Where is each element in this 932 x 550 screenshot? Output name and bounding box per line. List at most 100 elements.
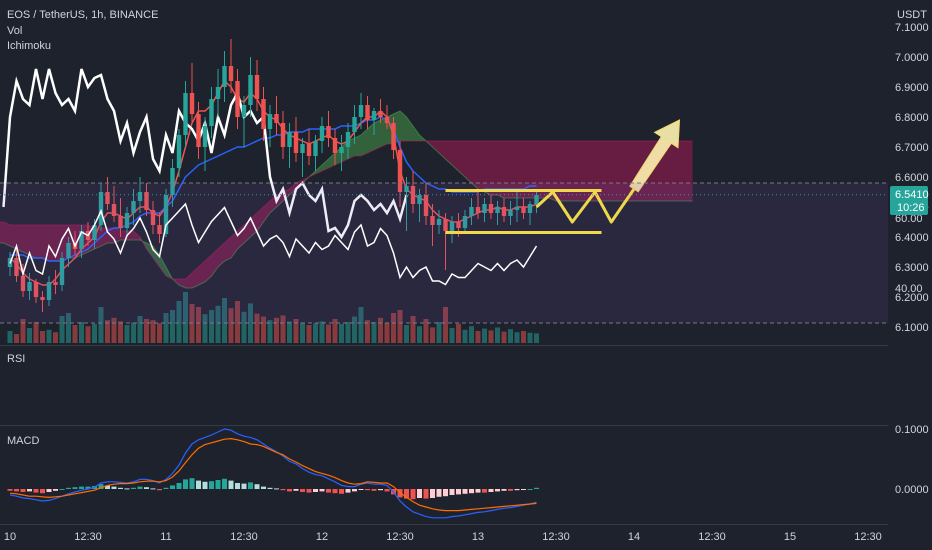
candle	[176, 129, 182, 177]
candle	[287, 123, 292, 168]
cloud-segment-bearish	[36, 225, 43, 258]
volume-bar	[521, 331, 526, 343]
macd-histogram-bar	[267, 487, 273, 489]
cloud-segment-bearish	[218, 243, 225, 267]
candle-body	[280, 123, 286, 147]
candle	[118, 198, 123, 237]
volume-bar	[365, 320, 370, 343]
rsi-line	[9, 202, 538, 286]
cloud-segment-bearish	[582, 141, 589, 201]
time-tick-label: 15	[784, 531, 796, 543]
tenkan-sen-line	[9, 79, 537, 286]
macd-histogram-bar	[72, 487, 78, 489]
volume-bar	[482, 328, 487, 343]
macd-histogram-bar	[7, 489, 13, 491]
rsi-label[interactable]: RSI	[7, 353, 25, 365]
macd-histogram-bar	[371, 489, 377, 491]
candle	[365, 96, 370, 129]
candle-body	[293, 132, 299, 153]
macd-histogram-bar	[189, 478, 195, 489]
price-tick-label: 6.9000	[895, 82, 929, 94]
price-tag: 6.5410 10:26	[890, 186, 929, 215]
cloud-segment-bearish	[575, 141, 582, 201]
candle	[339, 135, 344, 171]
candle	[261, 87, 266, 141]
candle-body	[365, 105, 370, 120]
symbol-title[interactable]: EOS / TetherUS, 1h, BINANCE	[7, 9, 158, 21]
candle	[521, 198, 526, 219]
indicator-vol-label[interactable]: Vol	[7, 25, 22, 37]
cloud-segment-bearish	[23, 225, 30, 255]
macd-histogram-bar	[326, 489, 331, 493]
candle-body	[163, 195, 169, 234]
volume-bar	[40, 331, 45, 343]
macd-histogram-bar	[111, 486, 117, 489]
candle	[241, 96, 247, 147]
candle-body	[371, 111, 377, 120]
volume-bar	[456, 323, 461, 343]
cloud-segment-bullish	[159, 255, 166, 276]
volume-bar	[176, 301, 182, 343]
candle-body	[202, 126, 208, 147]
volume-bar	[85, 326, 91, 343]
volume-bar	[248, 303, 253, 343]
candle-body	[92, 225, 97, 240]
volume-bar	[105, 320, 110, 343]
candle-body	[495, 207, 500, 213]
volume-bar	[202, 314, 208, 343]
time-axis[interactable]: 10 12:30 11 12:30 12 12:30 13 12:30 14 12:30 15 12:…	[0, 524, 888, 544]
macd-histogram-bar	[46, 489, 52, 492]
candle-body	[137, 192, 143, 201]
price-tick-label: 6.2000	[895, 292, 929, 304]
cloud-segment-bearish	[562, 141, 569, 201]
cloud-segment-bearish	[471, 141, 478, 189]
candle-body	[287, 132, 292, 147]
macd-label[interactable]: MACD	[7, 435, 39, 447]
candle-body	[144, 192, 149, 210]
candle	[475, 192, 481, 219]
candle	[14, 249, 19, 282]
macd-histogram-bar	[235, 483, 240, 489]
candle	[157, 213, 162, 243]
macd-histogram-bar	[40, 489, 45, 494]
price-tick-label: 6.8000	[895, 112, 929, 124]
indicator-ichimoku-label[interactable]: Ichimoku	[7, 40, 51, 52]
candle	[417, 189, 422, 222]
macd-histogram-bar	[358, 489, 364, 490]
price-axis[interactable]: 7.10007.00006.90006.80006.70006.60006.50…	[895, 22, 929, 496]
volume-bar	[144, 319, 149, 343]
candle-body	[300, 144, 305, 153]
candle-body	[378, 111, 383, 117]
candle-body	[475, 207, 481, 213]
macd-histogram-bar	[183, 479, 188, 489]
volume-bar	[20, 319, 26, 343]
macd-histogram-bar	[33, 489, 39, 493]
rsi-tick-label: 40.00	[895, 283, 923, 295]
cloud-segment-bearish	[621, 141, 628, 201]
volume-bar	[14, 334, 19, 343]
time-tick-label: 11	[160, 531, 171, 543]
volume-bar	[300, 322, 305, 343]
candle-body	[462, 216, 468, 228]
candle	[423, 183, 429, 225]
candle	[170, 159, 175, 207]
candle	[280, 111, 286, 159]
macd-histogram-bar	[274, 488, 279, 490]
candle-body	[306, 144, 312, 156]
macd-histogram-bar	[209, 481, 214, 489]
cloud-segment-bullish	[406, 117, 413, 141]
volume-bar	[235, 301, 240, 343]
macd-histogram-bar	[449, 489, 455, 495]
cloud-segment-bearish	[536, 141, 543, 198]
candle-body	[241, 105, 247, 117]
candle	[443, 213, 448, 270]
candle	[196, 102, 201, 159]
macd-histogram-bar	[417, 489, 422, 498]
macd-histogram-bar	[118, 487, 123, 489]
candle-body	[527, 204, 533, 213]
cloud-segment-bullish	[413, 126, 420, 141]
candle	[306, 129, 312, 165]
price-tag-countdown: 10:26	[897, 202, 925, 214]
projected-zigzag	[535, 188, 636, 224]
